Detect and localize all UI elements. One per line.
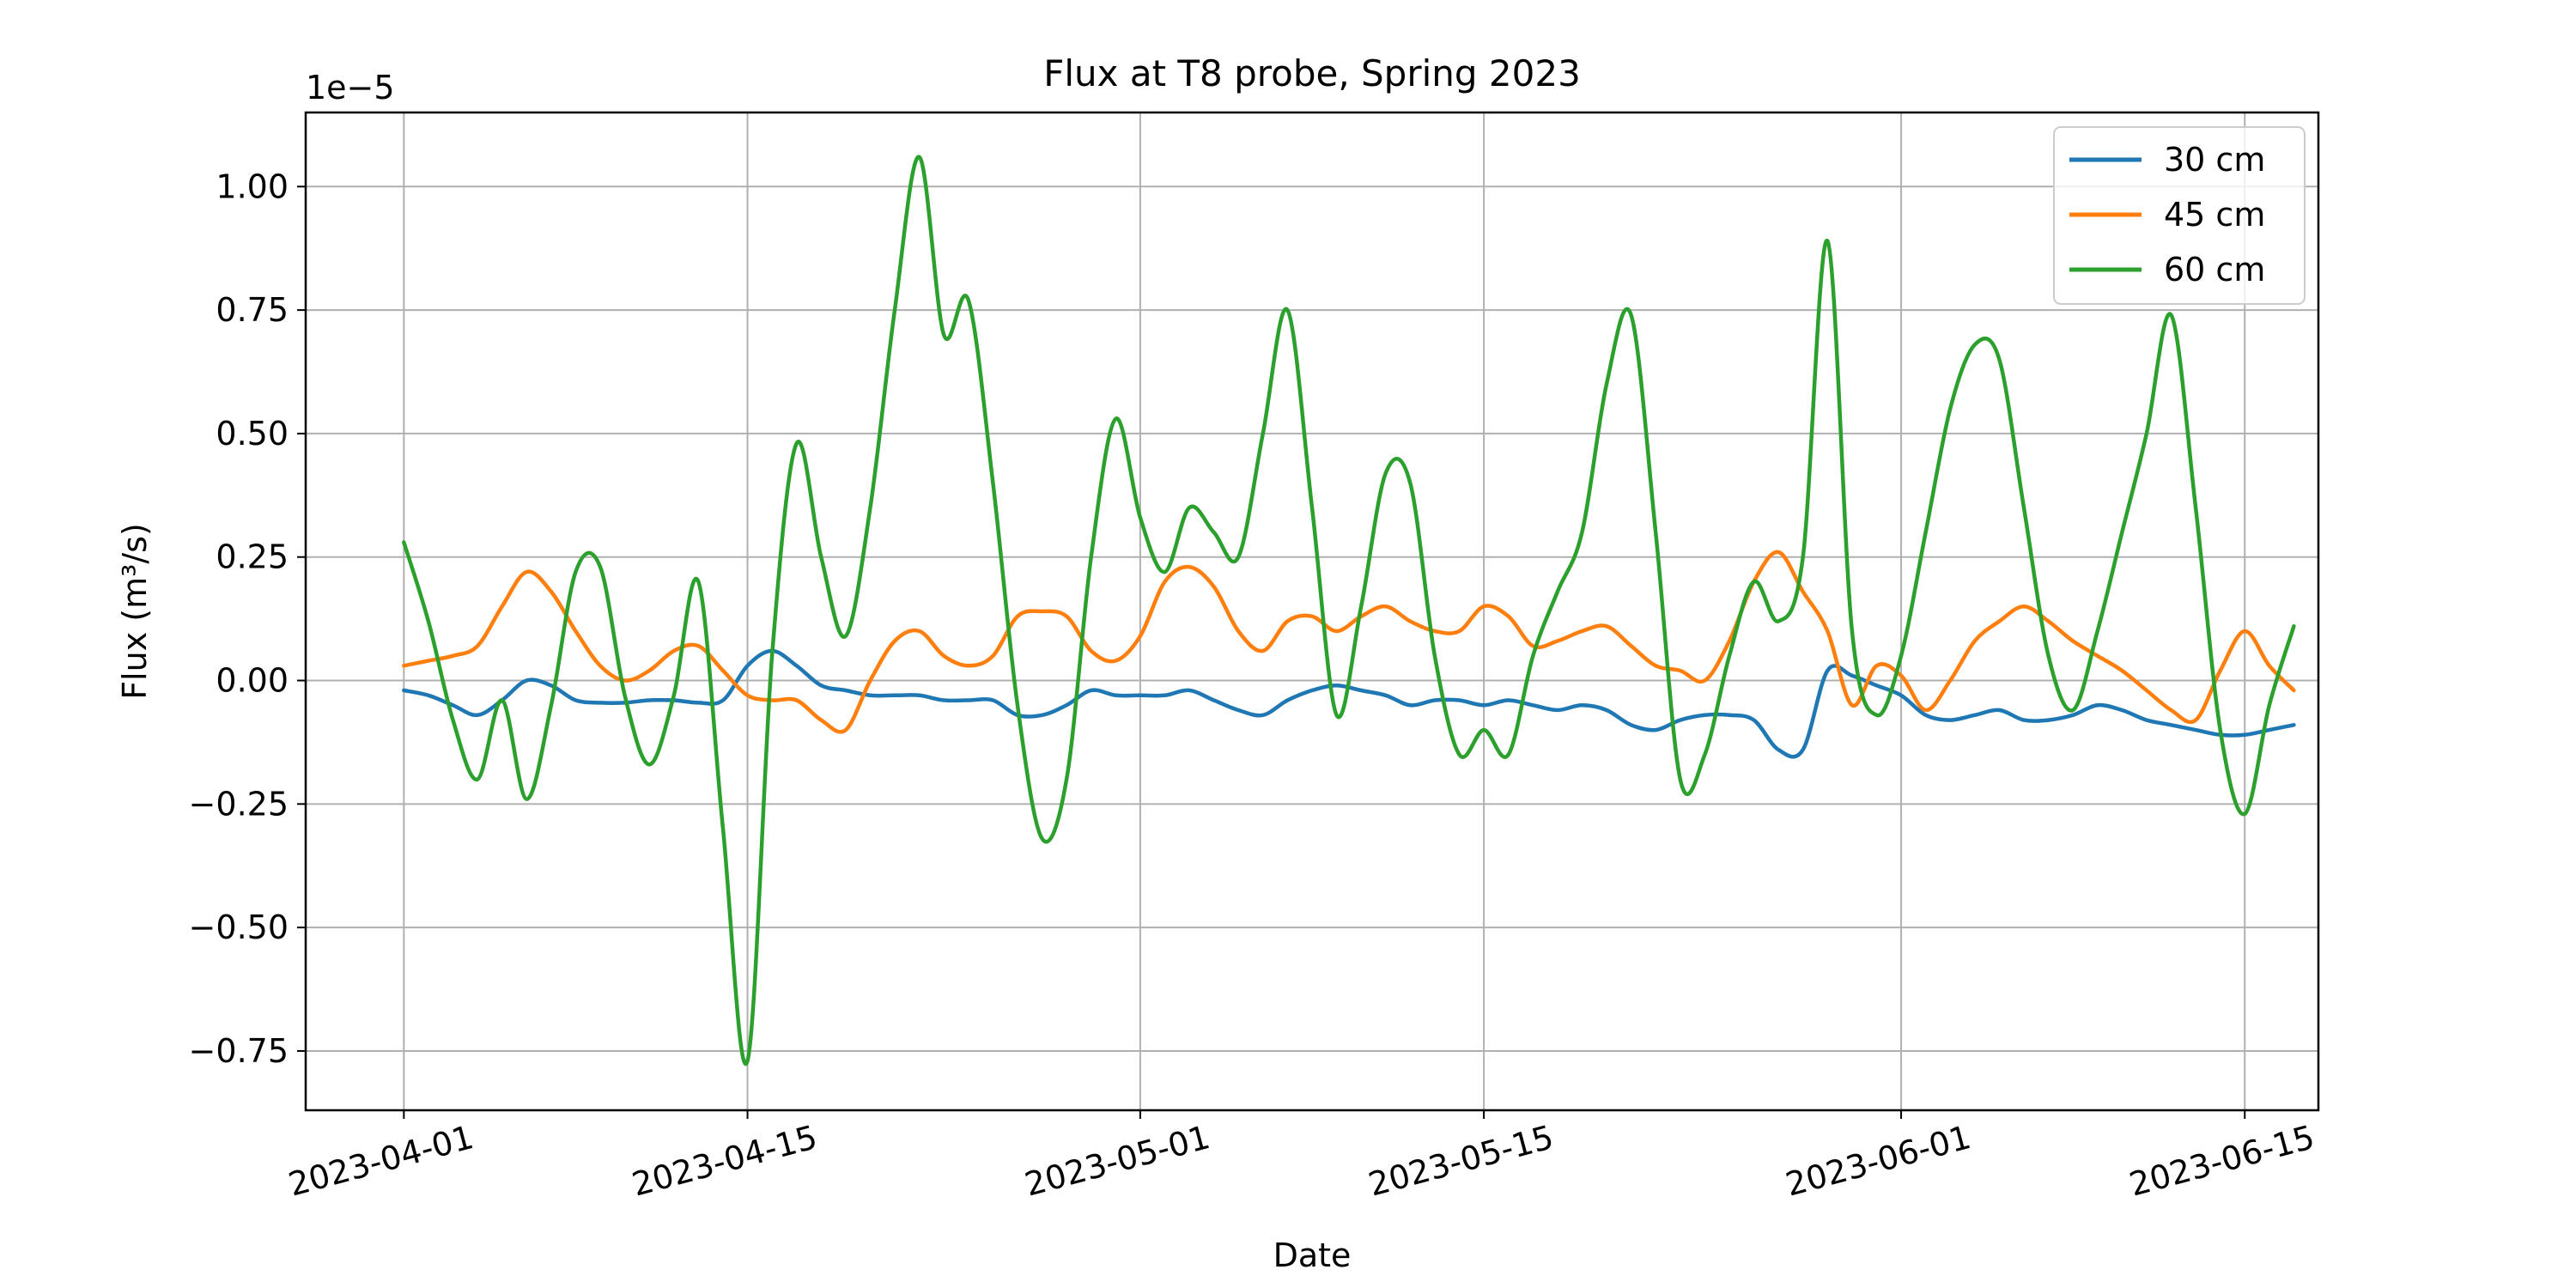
legend-label: 45 cm xyxy=(2164,196,2265,234)
series-line-30-cm xyxy=(402,648,2296,759)
y-tick-label: −0.50 xyxy=(189,908,289,946)
legend-label: 30 cm xyxy=(2164,141,2265,179)
legend-box xyxy=(2053,126,2306,305)
y-tick-label: 0.25 xyxy=(216,538,289,576)
legend-label: 60 cm xyxy=(2164,251,2265,289)
legend: 30 cm 45 cm 60 cm xyxy=(2053,126,2306,305)
y-axis-scale-label: 1e−5 xyxy=(306,69,395,106)
y-tick-label: 0.50 xyxy=(216,415,289,453)
y-tick-label: 0.00 xyxy=(216,662,289,700)
y-tick-label: −0.25 xyxy=(189,785,289,823)
plot-frame xyxy=(304,111,2320,1112)
series-line-60-cm xyxy=(402,155,2296,1066)
chart-title: Flux at T8 probe, Spring 2023 xyxy=(1043,52,1581,94)
grid-lines xyxy=(306,112,2318,1110)
y-tick-label: 1.00 xyxy=(216,167,289,205)
y-axis-label: Flux (m³/s) xyxy=(116,523,154,700)
x-axis-label: Date xyxy=(1273,1236,1352,1274)
y-tick-label: −0.75 xyxy=(189,1032,289,1070)
y-tick-label: 0.75 xyxy=(216,291,289,329)
y-axis-ticks: 1.00 0.75 0.50 0.25 0.00 −0.25 −0.50 −0.75 xyxy=(189,167,306,1070)
series-line-45-cm xyxy=(402,550,2296,734)
series-lines xyxy=(402,155,2296,1066)
